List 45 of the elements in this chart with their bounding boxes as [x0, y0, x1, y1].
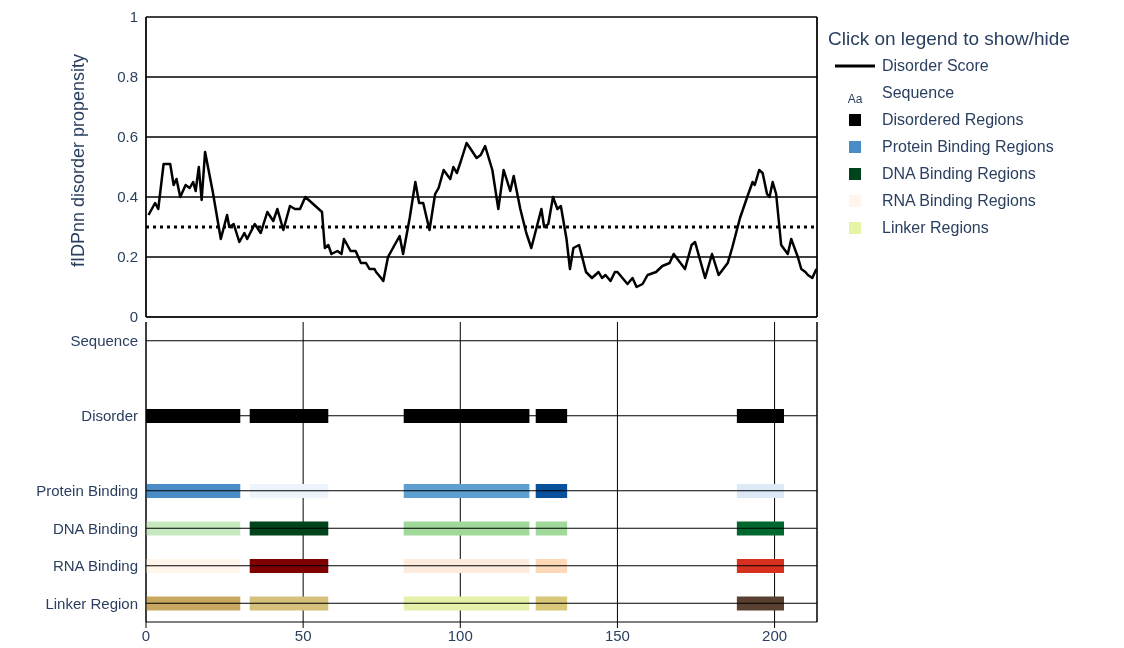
legend-label: Disordered Regions	[882, 110, 1024, 129]
bar	[403, 559, 530, 573]
text: Aa	[847, 91, 863, 106]
bar	[403, 484, 530, 498]
y-tick-label: Sequence	[70, 332, 138, 350]
bar	[403, 596, 530, 611]
y-tick-label: Linker Region	[45, 594, 138, 612]
legend-label: Disorder Score	[882, 56, 989, 75]
y-tick-label: Protein Binding	[36, 482, 138, 500]
bar	[736, 484, 784, 498]
y-tick-label: 1	[129, 8, 138, 26]
x-tick-label: 0	[141, 626, 151, 644]
legend-label: Sequence	[882, 83, 955, 102]
bar	[146, 521, 241, 536]
y-axis-title: fIDPnn disorder propensity	[68, 53, 89, 267]
bar	[736, 596, 784, 611]
legend-title: Click on legend to show/hide	[828, 28, 1070, 50]
y-tick-label: 0.4	[117, 188, 138, 206]
y-tick-label: Disorder	[81, 407, 138, 425]
bar	[736, 559, 784, 573]
bar	[535, 559, 568, 573]
y-tick-label: 0.8	[117, 68, 138, 86]
x-tick-label: 150	[604, 626, 630, 644]
bar	[249, 559, 329, 573]
bar	[249, 521, 329, 536]
bar	[736, 521, 784, 536]
legend-label: RNA Binding Regions	[882, 191, 1036, 210]
text: Linker Regions	[882, 218, 989, 237]
y-tick-label: 0.6	[117, 128, 138, 146]
y-tick-label: 0.2	[117, 248, 138, 266]
y-tick-label: DNA Binding	[52, 519, 138, 537]
bar	[146, 484, 241, 498]
x-tick-label: 200	[762, 626, 788, 644]
bar	[146, 559, 241, 573]
x-tick-label: 50	[294, 626, 312, 644]
bar	[535, 484, 568, 498]
text: DNA Binding Regions	[882, 164, 1036, 183]
bar	[535, 596, 568, 611]
bar	[249, 596, 329, 611]
x-tick-label: 100	[447, 626, 473, 644]
y-tick-label: 0	[129, 308, 138, 326]
y-tick-label: RNA Binding	[52, 557, 138, 575]
legend-label: Protein Binding Regions	[882, 137, 1054, 156]
bar	[249, 484, 329, 498]
bar	[146, 596, 241, 611]
